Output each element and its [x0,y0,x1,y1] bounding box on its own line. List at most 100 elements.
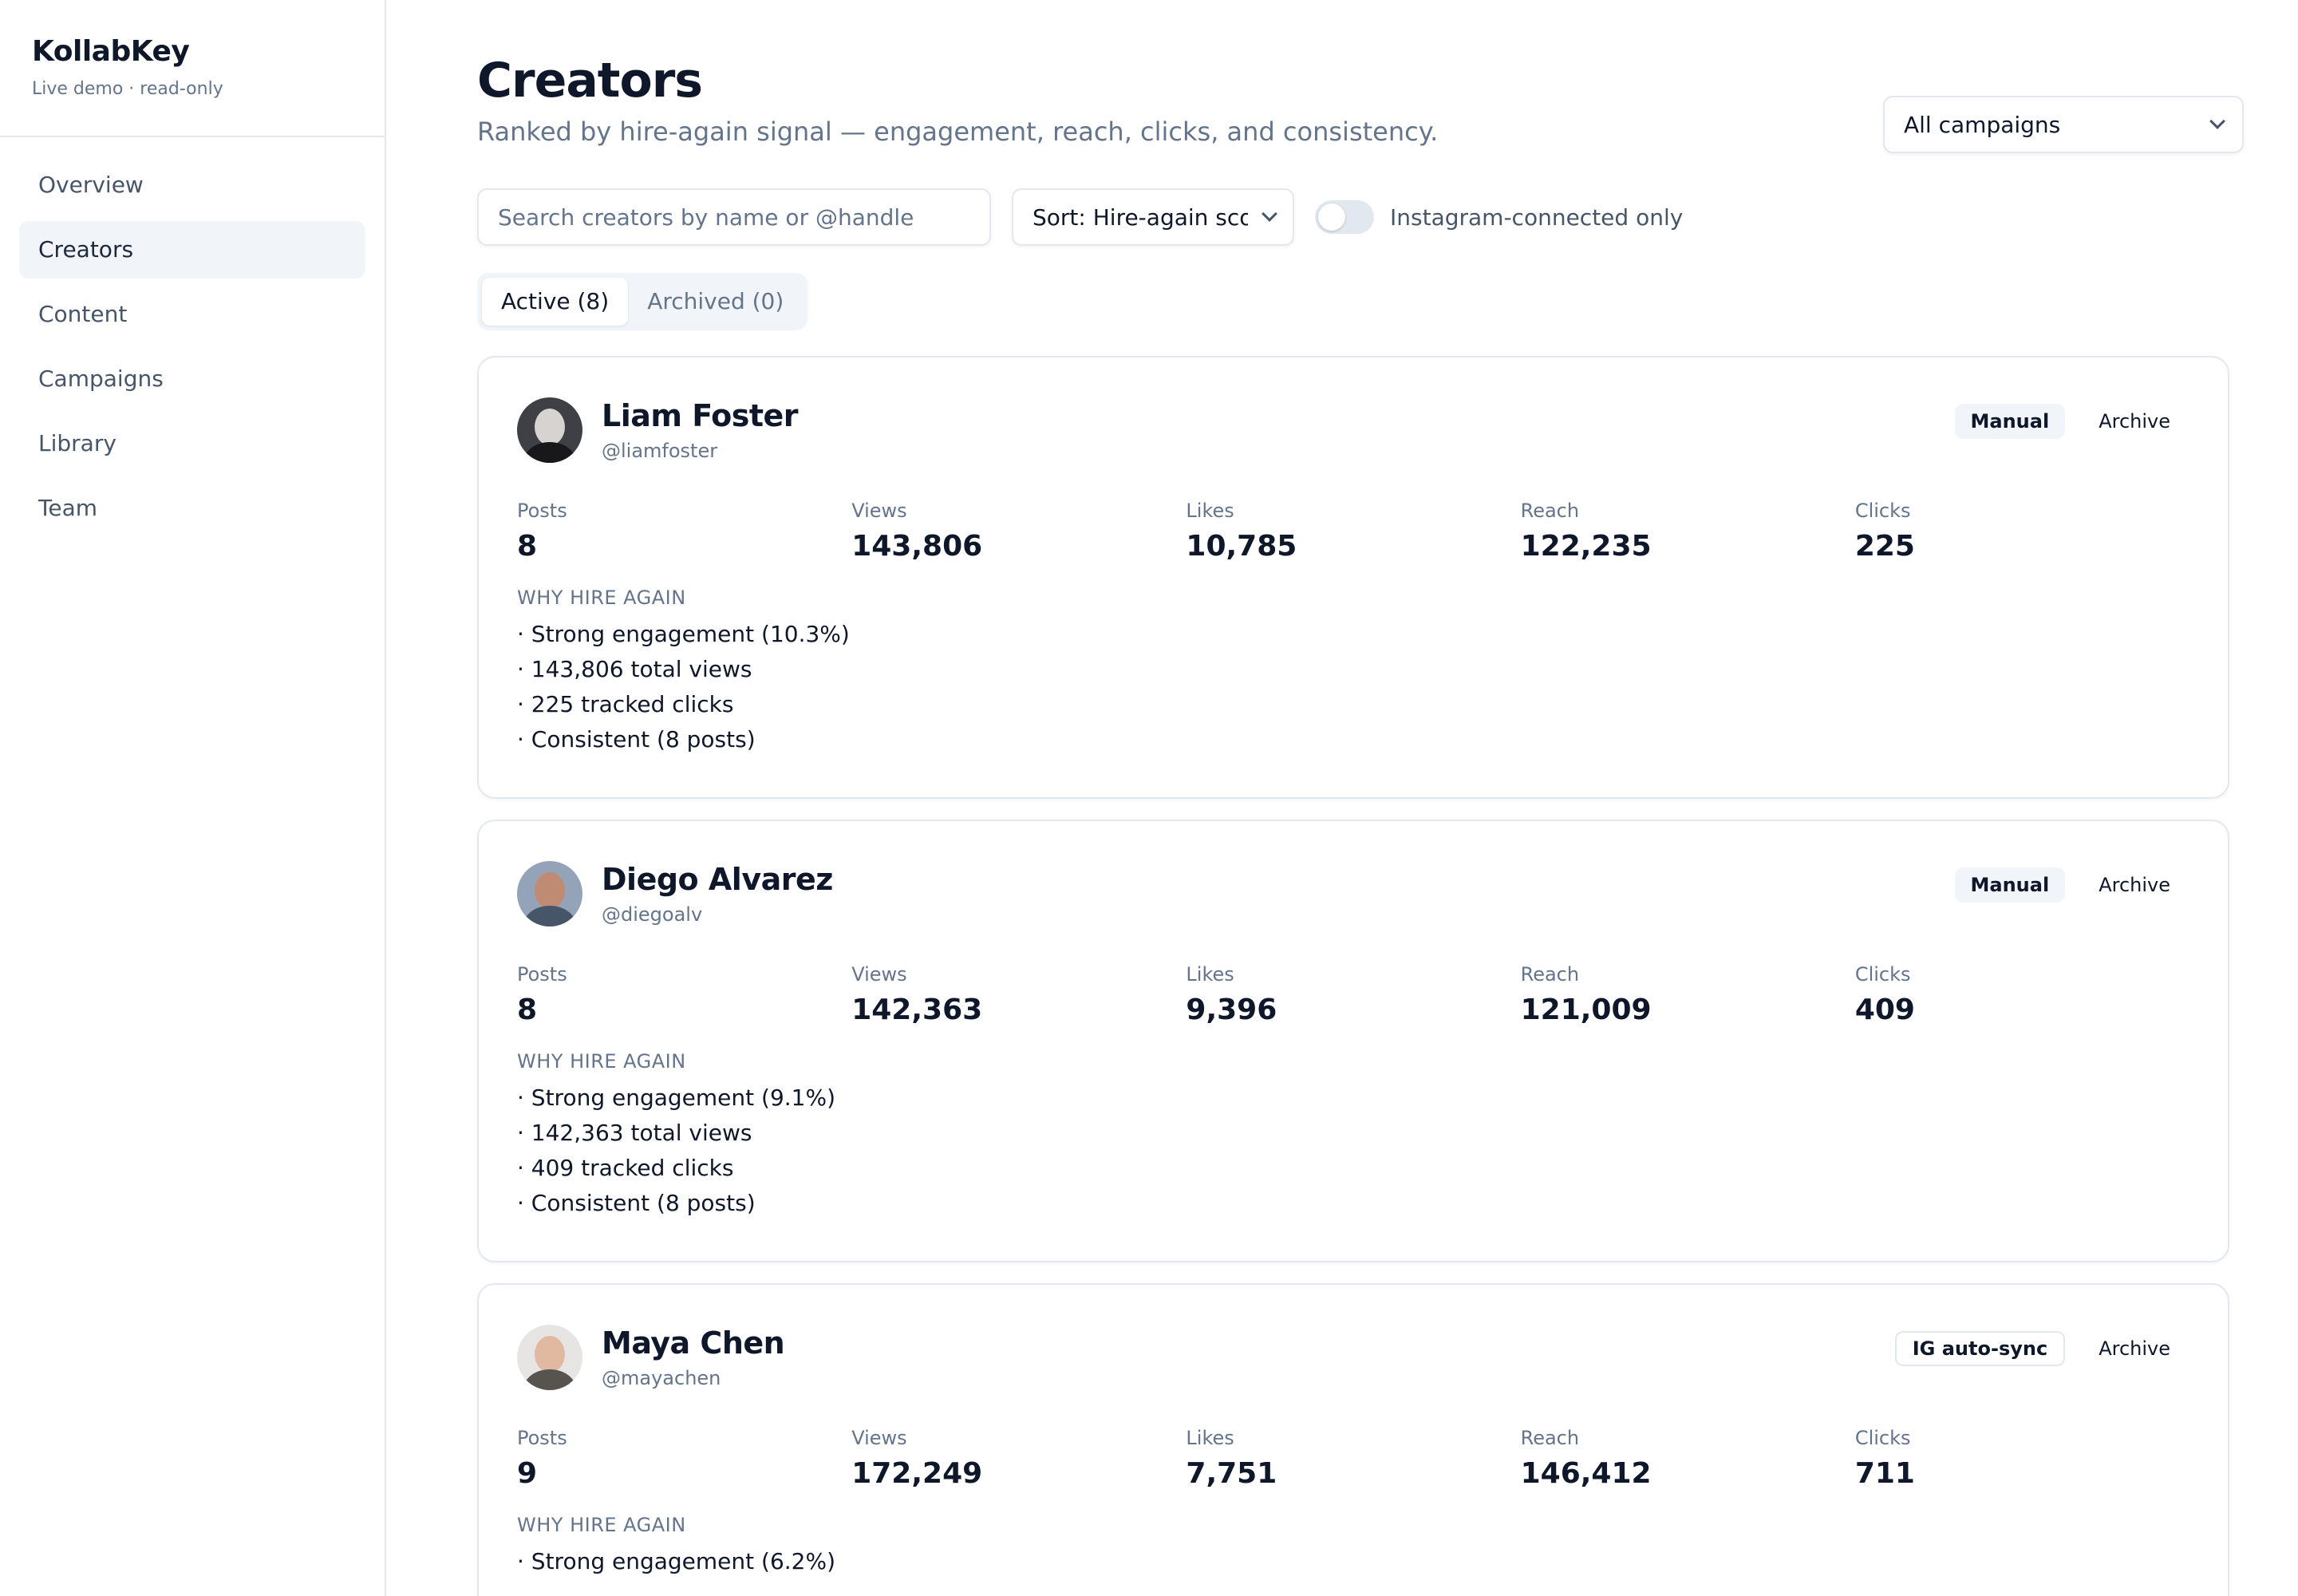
why-hire-again-label: WHY HIRE AGAIN [517,1050,686,1073]
stat-views: Views 172,249 [851,1427,1186,1490]
sidebar-item-content[interactable]: Content [38,301,128,327]
creator-stats: Posts 8 Views 143,806 Likes 10,785 Reach 122… [517,500,2189,563]
creator-card: Maya Chen @mayachen IG auto-sync Archive… [477,1283,2229,1596]
creator-stats: Posts 8 Views 142,363 Likes 9,396 Reach 121,… [517,963,2189,1026]
stat-label: Likes [1186,963,1234,986]
stat-value: 8 [517,530,538,563]
why-list: · Strong engagement (9.1%) · 142,363 tot… [517,1080,2189,1221]
chevron-down-icon [2209,113,2225,129]
card-actions: Manual Archive [1954,867,2170,903]
status-tabs: Active (8) Archived (0) [477,273,808,330]
card-actions: IG auto-sync Archive [1894,1331,2170,1366]
stat-value: 8 [517,994,538,1026]
card-actions: Manual Archive [1954,404,2170,439]
why-item: · Consistent (8 posts) [517,1190,756,1216]
brand-subtitle: Live demo · read-only [32,79,223,99]
stat-reach: Reach 146,412 [1521,1427,1855,1490]
sidebar-item-overview[interactable]: Overview [38,172,144,198]
creator-name: Liam Foster [602,398,799,433]
stat-reach: Reach 122,235 [1521,500,1855,563]
why-list: · Strong engagement (6.2%) [517,1544,2189,1579]
stat-likes: Likes 9,396 [1186,963,1520,1026]
stat-posts: Posts 8 [517,500,851,563]
avatar-face [535,872,565,909]
creator-handle: @mayachen [602,1367,721,1389]
instagram-toggle[interactable] [1315,200,1374,234]
why-item: · Consistent (8 posts) [517,726,756,753]
stat-posts: Posts 8 [517,963,851,1026]
creator-identity: Maya Chen @mayachen [602,1325,785,1389]
creator-stats: Posts 9 Views 172,249 Likes 7,751 Reach 146,… [517,1427,2189,1490]
source-badge: IG auto-sync [1894,1331,2066,1366]
stat-value: 142,363 [851,994,983,1026]
stat-reach: Reach 121,009 [1521,963,1855,1026]
instagram-filter: Instagram-connected only [1315,200,1683,234]
creator-identity: Liam Foster @liamfoster [602,398,799,462]
sidebar-nav: Overview Creators Content Campaigns Libr… [0,137,385,563]
stat-label: Views [851,963,907,986]
stat-clicks: Clicks 711 [1855,1427,2189,1490]
stat-value: 172,249 [851,1457,983,1490]
stat-label: Clicks [1854,1427,1911,1449]
sort-select[interactable]: Sort: Hire-again score [1012,188,1294,246]
search-input[interactable] [477,188,991,246]
stat-value: 225 [1854,530,1915,563]
brand-name: KollabKey [32,35,190,68]
stat-label: Reach [1520,963,1580,986]
stat-label: Reach [1520,500,1580,522]
stat-label: Likes [1186,500,1234,522]
stat-clicks: Clicks 225 [1855,500,2189,563]
tab-active[interactable]: Active (8) [482,278,629,326]
sidebar-item-library[interactable]: Library [38,430,116,456]
why-item: · Strong engagement (9.1%) [517,1084,836,1111]
stat-value: 7,751 [1186,1457,1277,1490]
toggle-knob [1318,203,1345,231]
why-item: · 409 tracked clicks [517,1155,734,1181]
sidebar-item-creators[interactable]: Creators [19,221,365,279]
avatar-face [535,409,565,445]
avatar [517,397,582,463]
why-item: · Strong engagement (10.3%) [517,621,850,647]
brand: KollabKey Live demo · read-only [0,0,385,137]
why-hire-again-label: WHY HIRE AGAIN [517,1514,686,1536]
sidebar-item-team[interactable]: Team [38,495,98,521]
source-badge: Manual [1954,404,2066,439]
stat-posts: Posts 9 [517,1427,851,1490]
stat-clicks: Clicks 409 [1855,963,2189,1026]
tab-archived[interactable]: Archived (0) [647,288,784,314]
campaign-select[interactable]: All campaigns [1883,96,2244,153]
stat-label: Reach [1520,1427,1580,1449]
avatar [517,1325,582,1390]
stat-label: Posts [517,1427,567,1449]
why-item: · 143,806 total views [517,656,752,682]
avatar-face [535,1336,565,1373]
stat-likes: Likes 10,785 [1186,500,1520,563]
archive-button[interactable]: Archive [2099,874,2170,896]
stat-label: Clicks [1854,963,1911,986]
instagram-toggle-label: Instagram-connected only [1390,203,1684,231]
stat-label: Posts [517,963,567,986]
creator-header: Diego Alvarez @diegoalv [517,861,2189,926]
creator-card: Liam Foster @liamfoster Manual Archive P… [477,356,2229,799]
stat-value: 121,009 [1520,994,1652,1026]
chevron-down-icon [1262,206,1277,222]
why-list: · Strong engagement (10.3%) · 143,806 to… [517,617,2189,757]
creator-handle: @diegoalv [602,903,703,926]
stat-label: Views [851,500,907,522]
archive-button[interactable]: Archive [2099,1337,2170,1360]
why-hire-again: WHY HIRE AGAIN · Strong engagement (6.2%… [517,1514,2189,1579]
creator-header: Liam Foster @liamfoster [517,397,2189,463]
stat-label: Views [851,1427,907,1449]
creator-list: Liam Foster @liamfoster Manual Archive P… [477,356,2244,1596]
stat-label: Likes [1186,1427,1234,1449]
stat-value: 146,412 [1520,1457,1652,1490]
main-content: Creators Ranked by hire-again signal — e… [386,0,2298,1596]
archive-button[interactable]: Archive [2099,410,2170,433]
why-hire-again: WHY HIRE AGAIN · Strong engagement (10.3… [517,587,2189,757]
stat-label: Posts [517,500,567,522]
stat-value: 409 [1854,994,1915,1026]
stat-label: Clicks [1854,500,1911,522]
creator-name: Diego Alvarez [602,862,833,897]
sidebar-item-campaigns[interactable]: Campaigns [38,365,164,392]
sidebar: KollabKey Live demo · read-only Overview… [0,0,386,1596]
